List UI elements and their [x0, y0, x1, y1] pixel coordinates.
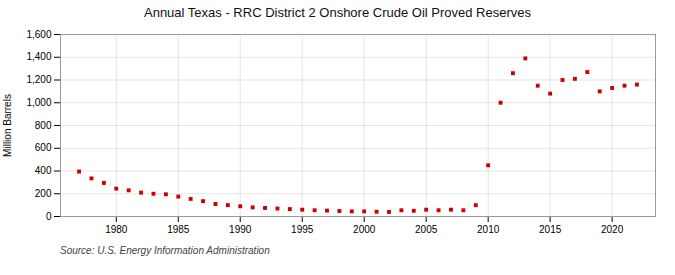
svg-text:800: 800: [35, 120, 52, 131]
svg-text:1995: 1995: [291, 224, 314, 235]
svg-text:2000: 2000: [353, 224, 376, 235]
svg-text:2015: 2015: [539, 224, 562, 235]
svg-text:2005: 2005: [415, 224, 438, 235]
svg-text:1985: 1985: [167, 224, 190, 235]
svg-text:2020: 2020: [601, 224, 624, 235]
svg-text:1990: 1990: [229, 224, 252, 235]
svg-text:Million Barrels: Million Barrels: [2, 94, 13, 157]
html-text:Annual Texas - RRC District 2: Annual Texas - RRC District 2 Onshore Cr…: [144, 5, 531, 20]
svg-text:600: 600: [35, 142, 52, 153]
svg-text:1,600: 1,600: [26, 29, 51, 40]
svg-text:1,400: 1,400: [26, 51, 51, 62]
svg-text:0: 0: [46, 211, 52, 222]
svg-text:2010: 2010: [477, 224, 500, 235]
svg-text:200: 200: [35, 188, 52, 199]
svg-text:1,200: 1,200: [26, 74, 51, 85]
svg-text:400: 400: [35, 165, 52, 176]
html-text:Source: U.S. Energy Informatio: Source: U.S. Energy Information Administ…: [60, 245, 270, 256]
svg-text:1980: 1980: [105, 224, 128, 235]
svg-text:1,000: 1,000: [26, 97, 51, 108]
